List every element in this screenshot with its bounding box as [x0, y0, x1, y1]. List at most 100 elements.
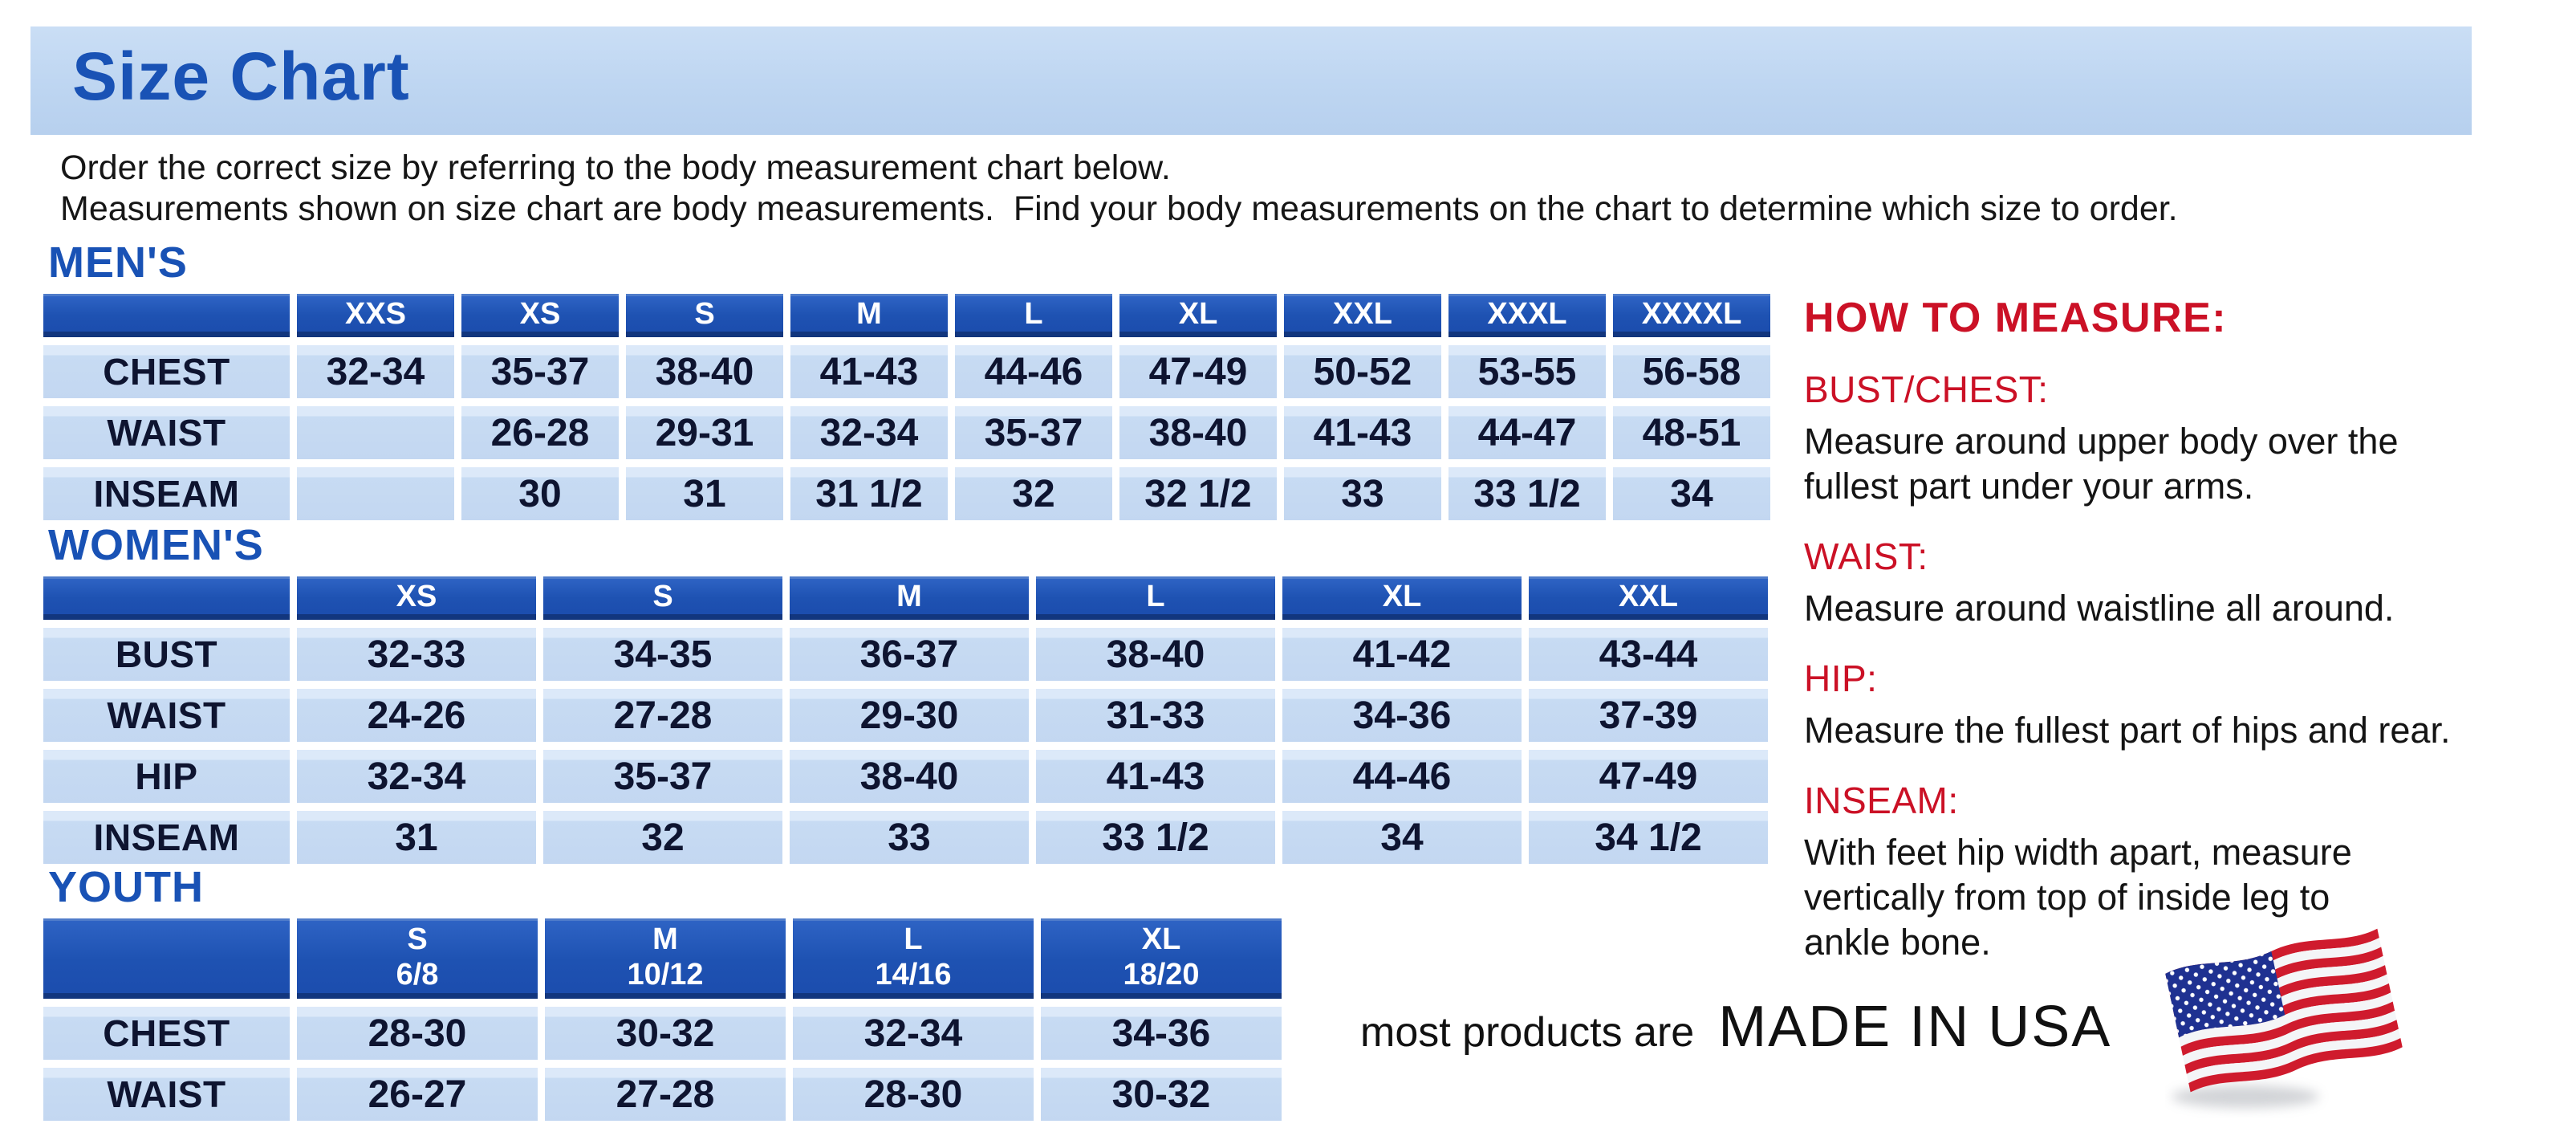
value-cell: 32-34 [297, 750, 536, 803]
made-in-usa-note: most products are MADE IN USA [1360, 994, 2111, 1060]
measure-text-line: Measure the fullest part of hips and rea… [1804, 710, 2451, 751]
column-header: XL 18/20 [1041, 918, 1282, 999]
column-header-label: XXXXL [1641, 297, 1742, 331]
value-cell: 48-51 [1613, 406, 1770, 459]
corner-cell [43, 576, 290, 620]
value-cell: 34-36 [1282, 689, 1522, 742]
column-header: XXS [297, 294, 454, 337]
value-cell: 33 [1284, 467, 1441, 520]
column-header-label: XL [1178, 297, 1218, 331]
column-header-label: XXXL [1487, 297, 1567, 331]
intro-line-1: Order the correct size by referring to t… [60, 149, 1171, 187]
value-cell: 32 [543, 811, 782, 864]
column-header-label: XL [1382, 580, 1422, 613]
column-header: XL [1119, 294, 1277, 337]
flag-shadow [2172, 1085, 2319, 1108]
measure-text-line: ankle bone. [1804, 922, 1991, 963]
value-cell: 26-28 [461, 406, 619, 459]
footer-prefix-text: most products are [1360, 1009, 1695, 1056]
flag-red-stripe [2188, 1037, 2403, 1093]
flag-white-stripe [2186, 1028, 2401, 1084]
value-cell: 43-44 [1529, 628, 1768, 681]
value-cell: 30 [461, 467, 619, 520]
column-header: XXXL [1448, 294, 1606, 337]
corner-cell [43, 294, 290, 337]
measure-text-line: Measure around waistline all around. [1804, 588, 2395, 629]
column-header: M [790, 294, 948, 337]
section-youth: YOUTH S 6/8 M 10/12 L 14/16 XL 18/20 CHEST 28-30 30… [43, 864, 1282, 1121]
column-header: XXL [1529, 576, 1768, 620]
row-label: WAIST [43, 1068, 290, 1121]
value-cell: 32-34 [790, 406, 948, 459]
value-cell [297, 406, 454, 459]
value-cell: 35-37 [543, 750, 782, 803]
value-cell: 30-32 [545, 1007, 786, 1060]
value-cell: 31 [626, 467, 783, 520]
column-header-label: S [407, 922, 428, 956]
column-header-label: S [652, 580, 673, 613]
row-label: CHEST [43, 1007, 290, 1060]
column-header: L [955, 294, 1112, 337]
value-cell: 24-26 [297, 689, 536, 742]
made-in-usa-text: MADE IN USA [1718, 995, 2112, 1059]
measure-heading: HIP: [1804, 658, 1878, 699]
measure-text-line: vertically from top of inside leg to [1804, 877, 2330, 918]
corner-cell [43, 918, 290, 999]
flag-white-stripe [2179, 992, 2393, 1047]
value-cell: 26-27 [297, 1068, 538, 1121]
row-label: INSEAM [43, 467, 290, 520]
value-cell: 32 1/2 [1119, 467, 1277, 520]
size-table-youth: S 6/8 M 10/12 L 14/16 XL 18/20 CHEST 28-30 30-32 32… [43, 918, 1282, 1121]
value-cell: 34 1/2 [1529, 811, 1768, 864]
value-cell: 34 [1613, 467, 1770, 520]
column-header-label: XXS [344, 297, 407, 331]
column-header: XXL [1284, 294, 1441, 337]
column-header: XS [297, 576, 536, 620]
value-cell: 38-40 [1036, 628, 1275, 681]
column-header-sublabel: 14/16 [875, 958, 952, 992]
column-header: S [626, 294, 783, 337]
flag-red-stripe [2180, 1001, 2395, 1057]
value-cell: 41-43 [1284, 406, 1441, 459]
value-cell: 33 [790, 811, 1029, 864]
value-cell: 34-35 [543, 628, 782, 681]
column-header: M [790, 576, 1029, 620]
column-header-label: XS [396, 580, 437, 613]
section-heading-youth: YOUTH [48, 863, 204, 911]
column-header-label: L [904, 922, 923, 956]
value-cell: 44-46 [955, 345, 1112, 398]
value-cell: 32-34 [297, 345, 454, 398]
value-cell: 35-37 [461, 345, 619, 398]
column-header: L [1036, 576, 1275, 620]
flag-red-stripe [2184, 1020, 2399, 1074]
row-label: WAIST [43, 406, 290, 459]
value-cell: 33 1/2 [1448, 467, 1606, 520]
value-cell: 29-30 [790, 689, 1029, 742]
value-cell: 32-33 [297, 628, 536, 681]
value-cell: 28-30 [793, 1068, 1034, 1121]
column-header-sublabel: 18/20 [1123, 958, 1200, 992]
measure-text-line: With feet hip width apart, measure [1804, 832, 2352, 873]
flag-white-stripe [2182, 1010, 2397, 1065]
section-womens: WOMEN'S XS S M L XL XXL BUST 32-33 34-35 36-37 38-4… [43, 522, 1768, 864]
value-cell: 31-33 [1036, 689, 1275, 742]
title-band: Size Chart [30, 26, 2472, 135]
value-cell: 38-40 [790, 750, 1029, 803]
value-cell: 31 [297, 811, 536, 864]
row-label: CHEST [43, 345, 290, 398]
value-cell: 32-34 [793, 1007, 1034, 1060]
flag-canton [2165, 951, 2285, 1038]
column-header-label: XL [1141, 922, 1181, 956]
measure-text-line: Measure around upper body over the [1804, 421, 2399, 462]
measure-heading: INSEAM: [1804, 780, 1959, 821]
column-header: S [543, 576, 782, 620]
column-header: XS [461, 294, 619, 337]
value-cell: 53-55 [1448, 345, 1606, 398]
how-to-measure-panel: HOW TO MEASURE: BUST/CHEST: Measure aroun… [1804, 294, 2526, 965]
value-cell: 35-37 [955, 406, 1112, 459]
column-header-label: L [1024, 297, 1043, 331]
column-header-label: M [652, 922, 678, 956]
column-header: M 10/12 [545, 918, 786, 999]
value-cell: 37-39 [1529, 689, 1768, 742]
usa-flag-icon [2165, 928, 2403, 1108]
